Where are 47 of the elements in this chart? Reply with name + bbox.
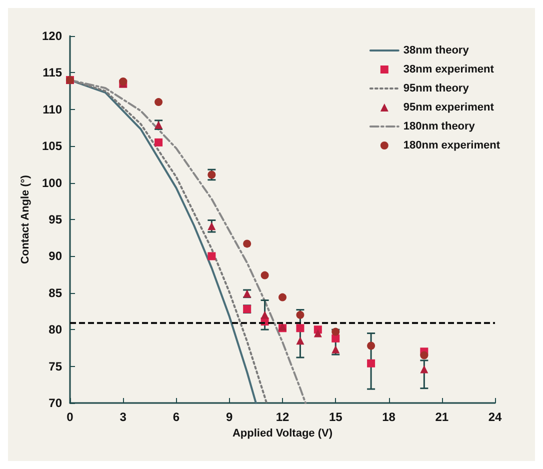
- point: [296, 324, 304, 332]
- y-tick-label: 120: [42, 29, 62, 43]
- y-tick-label: 95: [48, 212, 62, 226]
- x-tick-label: 18: [382, 410, 396, 424]
- y-tick-label: 80: [48, 322, 62, 337]
- point: [367, 342, 376, 350]
- point: [154, 138, 163, 146]
- point: [420, 351, 428, 360]
- x-tick-label: 15: [328, 410, 343, 424]
- x-tick-label: 12: [276, 410, 290, 424]
- point: [208, 252, 216, 260]
- y-tick-label: 75: [48, 359, 62, 374]
- point: [332, 328, 340, 336]
- y-tick-label: 70: [48, 396, 62, 410]
- x-tick-label: 21: [435, 410, 449, 424]
- x-tick-label: 0: [66, 410, 74, 424]
- legend-label: 38nm experiment: [403, 64, 494, 76]
- legend-label: 38nm theory: [403, 44, 470, 56]
- legend-label: 180nm theory: [403, 120, 476, 132]
- y-tick-label: 100: [42, 176, 62, 190]
- legend-label: 95nm theory: [403, 82, 470, 94]
- y-tick-label: 105: [42, 139, 62, 154]
- point: [367, 359, 376, 368]
- point: [278, 293, 286, 302]
- y-tick-label: 115: [42, 66, 62, 80]
- y-tick-label: 110: [42, 102, 62, 116]
- x-tick-label: 3: [120, 410, 127, 424]
- y-tick-label: 90: [48, 249, 62, 264]
- legend-label: 180nm experiment: [403, 140, 500, 152]
- point: [332, 345, 340, 354]
- point: [332, 334, 340, 342]
- point: [296, 336, 304, 345]
- point: [296, 310, 304, 319]
- point: [260, 310, 269, 319]
- x-tick-label: 6: [172, 410, 180, 424]
- point: [314, 329, 322, 338]
- point: [420, 365, 428, 374]
- point: [243, 240, 252, 248]
- y-tick-label: 85: [48, 286, 62, 300]
- point: [260, 271, 269, 280]
- legend-label: 95nm experiment: [403, 102, 494, 114]
- point: [208, 222, 216, 230]
- y-axis-title: Contact Angle (°): [20, 174, 32, 264]
- point: [154, 98, 163, 106]
- x-tick-label: 9: [226, 410, 234, 424]
- x-axis-title: Applied Voltage (V): [232, 427, 333, 440]
- x-tick-label: 24: [488, 410, 502, 424]
